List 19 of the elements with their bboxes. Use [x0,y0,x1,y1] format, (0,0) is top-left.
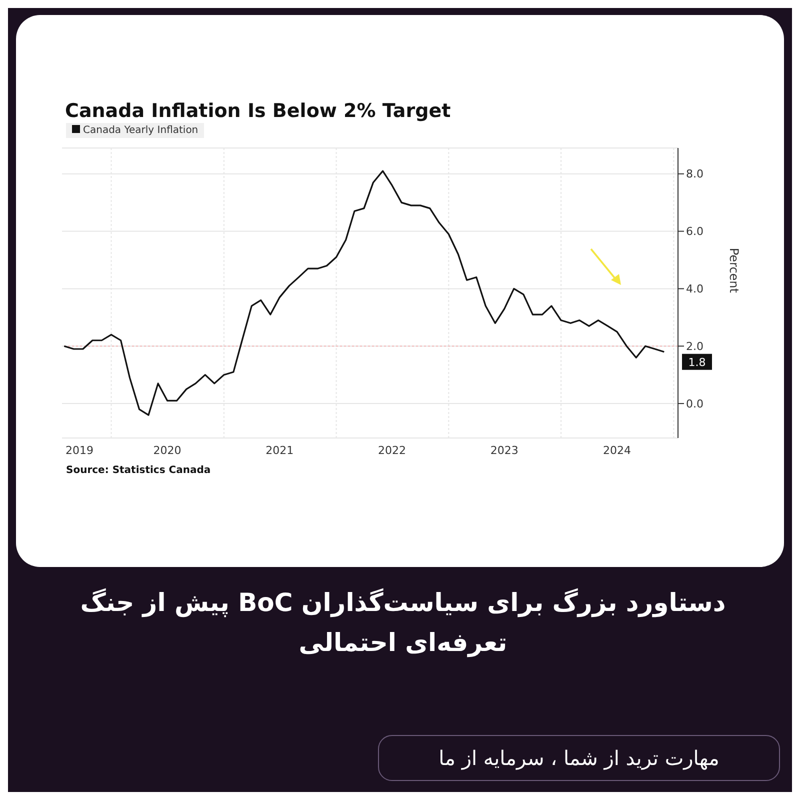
x-tick-label: 2020 [153,444,182,457]
source-note: Source: Statistics Canada [66,465,211,476]
x-tick-label: 2023 [490,444,518,457]
annotation: 1.8 [688,356,706,369]
legend-label: Canada Yearly Inflation [82,125,198,136]
y-tick-label: 4.0 [686,282,704,296]
y-axis-title: Percent [726,248,741,294]
y-tick-label: 2.0 [686,340,704,354]
text: مهارت ترید از شما ، سرمایه از ما [378,735,780,781]
y-tick-label: 8.0 [686,168,704,181]
chart-title: Canada Inflation Is Below 2% Target [65,100,451,122]
y-tick-label: 6.0 [686,225,704,238]
y-tick-label: 0.0 [686,397,704,410]
x-tick-label: 2024 [603,444,632,457]
text: دستاورد بزرگ برای سیاست‌گذاران BoC پیش از جنگ تعرفه‌ای احتمالی [79,587,727,660]
x-tick-label: 2021 [266,444,294,457]
line-series [63,170,665,416]
x-tick-label: 2019 [66,444,94,457]
x-tick-label: 2022 [378,444,406,457]
